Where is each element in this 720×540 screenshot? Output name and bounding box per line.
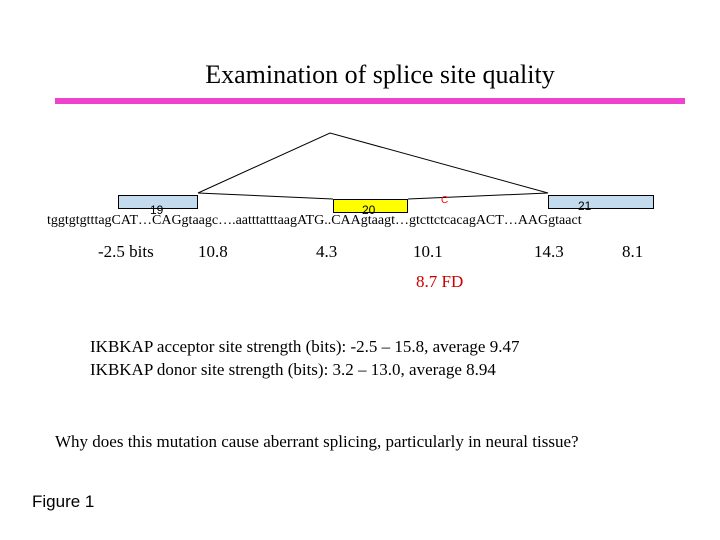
acceptor-strength-text: IKBKAP acceptor site strength (bits): -2… [90,337,520,356]
score-exon20-donor: 10.1 [413,242,443,261]
genomic-sequence: tggtgtgtttagCAT…CAGgtaagc….aatttatttaagA… [47,213,582,228]
exon-21-label: 21 [578,199,592,213]
score-exon20-acceptor: 4.3 [316,242,338,261]
fd-score: 8.7 FD [416,272,464,291]
intron-line-right [407,192,549,200]
score-exon21-acceptor: 14.3 [534,242,564,261]
title-underline [55,98,685,104]
exon-19-box [118,195,198,209]
figure-label: Figure 1 [32,492,95,511]
exon-20-box [333,199,408,213]
mutation-marker: C [441,195,449,206]
score-exon19-acceptor: -2.5 bits [98,242,154,261]
exon-20-label: 20 [362,203,376,217]
slide-title: Examination of splice site quality [205,60,555,89]
exon-19-label: 19 [150,203,164,217]
intron-line-left [197,192,334,200]
exon-skipping-line [197,132,549,194]
donor-strength-text: IKBKAP donor site strength (bits): 3.2 –… [90,360,496,379]
score-exon19-donor: 10.8 [198,242,228,261]
exon-21-box [548,195,654,209]
question-text: Why does this mutation cause aberrant sp… [55,432,579,451]
score-exon21-donor: 8.1 [622,242,644,261]
